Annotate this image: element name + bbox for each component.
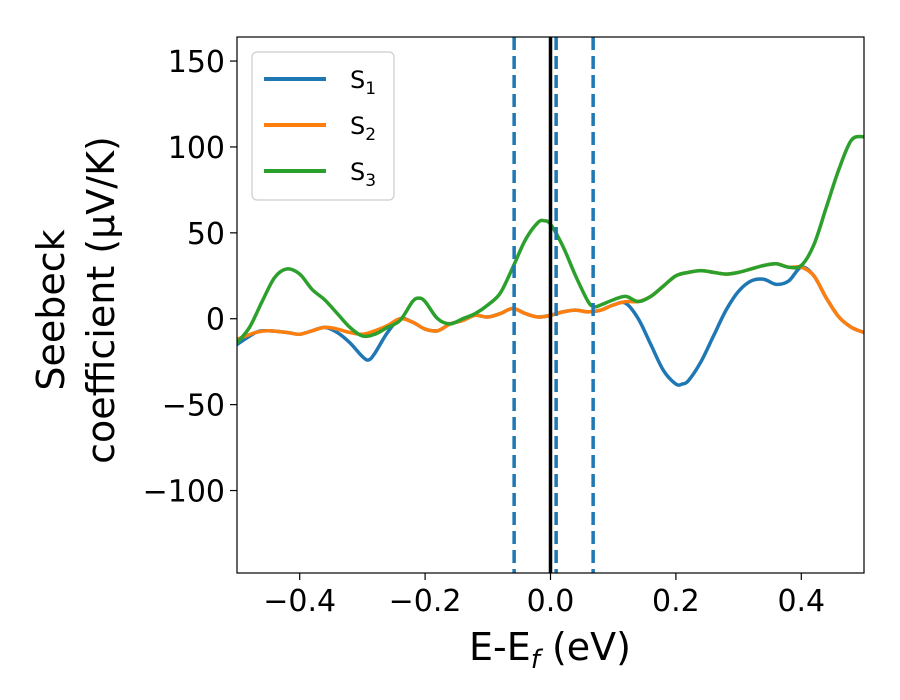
plot-clip-group xyxy=(237,37,864,573)
y-axis-label: Seebeck coefficient (μV/K) xyxy=(29,136,123,464)
legend-label-3: S3 xyxy=(350,158,376,191)
x-axis-label-main: E-E xyxy=(469,625,531,669)
x-axis-label: E-Ef (eV) xyxy=(469,625,631,675)
y-tick-label: 0 xyxy=(206,303,225,338)
series-line-3 xyxy=(237,134,864,345)
x-tick-label: 0.0 xyxy=(527,584,575,619)
x-tick-label: 0.2 xyxy=(652,584,700,619)
legend-label-2: S2 xyxy=(350,112,376,145)
y-axis-label-line1: Seebeck xyxy=(29,229,73,390)
x-tick-label: −0.2 xyxy=(389,584,462,619)
y-tick-label: 100 xyxy=(168,131,225,166)
svg-text:E-Ef (eV): E-Ef (eV) xyxy=(469,625,631,675)
x-axis-label-unit: (eV) xyxy=(540,625,631,669)
y-tick-label: −100 xyxy=(143,475,225,510)
y-tick-label: 150 xyxy=(168,45,225,80)
legend: S1 S2 S3 xyxy=(251,51,395,201)
x-tick-label: −0.4 xyxy=(263,584,336,619)
legend-label-1: S1 xyxy=(350,66,376,99)
x-tick-label: 0.4 xyxy=(777,584,825,619)
y-tick-label: 50 xyxy=(187,217,225,252)
plot-area xyxy=(237,37,864,573)
axes: −0.4 −0.2 0.0 0.2 0.4 −100 −50 0 50 100 150 xyxy=(143,36,865,619)
y-axis-label-line2: coefficient (μV/K) xyxy=(79,136,123,464)
y-tick-label: −50 xyxy=(162,389,225,424)
